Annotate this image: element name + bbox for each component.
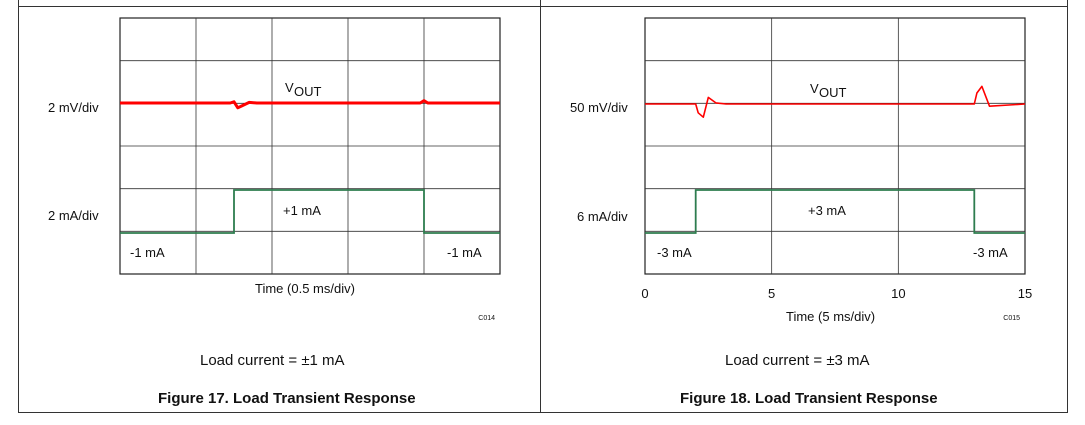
plot2-current-trace — [645, 189, 1025, 234]
plot2-step-high-label: +3 mA — [808, 203, 846, 218]
plot2-xlabel: Time (5 ms/div) — [786, 309, 875, 324]
plot2-vout-trace — [645, 85, 1026, 118]
plot1-step-low-left-label: -1 mA — [130, 245, 165, 260]
caption-left: Load current = ±1 mA — [200, 352, 345, 369]
plot1-step-high-label: +1 mA — [283, 203, 321, 218]
plot2-code: C015 — [1003, 315, 1020, 322]
plot1-step-low-right-label: -1 mA — [447, 245, 482, 260]
plot2-vout-subscript: OUT — [819, 85, 847, 100]
figure-frame — [18, 0, 1068, 413]
plot2-step-low-right-label: -3 mA — [973, 245, 1008, 260]
plot2-ylabel-current: 6 mA/div — [577, 209, 628, 224]
figure-title-right: Figure 18. Load Transient Response — [680, 390, 938, 407]
plot1-current-trace — [120, 189, 500, 234]
figure-divider — [540, 0, 541, 413]
plot2-xtick-label: 15 — [1018, 286, 1032, 301]
plot1-vout-subscript: OUT — [294, 84, 322, 99]
plot2-xtick-label: 0 — [641, 286, 648, 301]
plot1-xlabel: Time (0.5 ms/div) — [255, 281, 355, 296]
figure-title-left: Figure 17. Load Transient Response — [158, 390, 416, 407]
plot2-xtick-label: 5 — [768, 286, 775, 301]
plot2-xtick-label: 10 — [891, 286, 905, 301]
caption-right: Load current = ±3 mA — [725, 352, 870, 369]
plot2-ylabel-voltage: 50 mV/div — [570, 100, 628, 115]
plot1-ylabel-voltage: 2 mV/div — [48, 100, 99, 115]
plot1-ylabel-current: 2 mA/div — [48, 208, 99, 223]
plot1-vout-trace — [120, 99, 500, 110]
plot1-vout-label: V — [285, 80, 294, 95]
plot2-vout-label: V — [810, 81, 819, 96]
plot1-code: C014 — [478, 315, 495, 322]
plot2-step-low-left-label: -3 mA — [657, 245, 692, 260]
frame-top-line — [18, 6, 1068, 7]
